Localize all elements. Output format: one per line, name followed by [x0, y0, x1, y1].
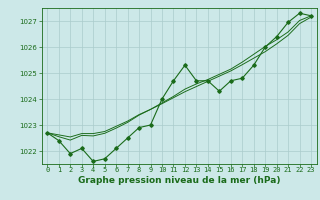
X-axis label: Graphe pression niveau de la mer (hPa): Graphe pression niveau de la mer (hPa) — [78, 176, 280, 185]
